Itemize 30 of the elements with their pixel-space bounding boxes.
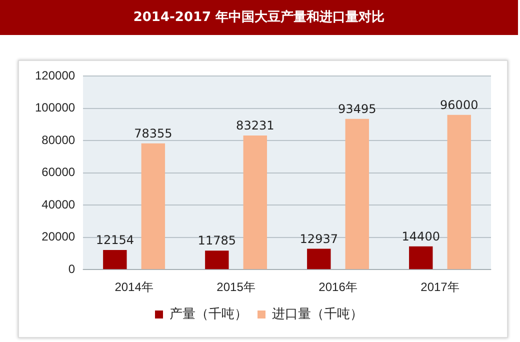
x-tick-label: 2016年 [318, 280, 358, 294]
y-tick-label: 60000 [42, 165, 76, 180]
y-tick-label: 20000 [42, 230, 76, 244]
data-label: 12154 [96, 233, 134, 248]
y-tick-label: 0 [68, 262, 76, 276]
legend-label: 进口量（千吨） [272, 306, 363, 322]
data-label: 78355 [134, 126, 172, 140]
bar [447, 114, 471, 270]
data-label: 12937 [300, 232, 338, 246]
data-label: 93495 [338, 102, 376, 116]
bar [205, 250, 229, 270]
bar [141, 143, 166, 270]
y-tick-label: 40000 [42, 197, 76, 212]
data-label: 14400 [402, 230, 440, 244]
y-tick-label: 80000 [42, 132, 76, 147]
data-label: 96000 [440, 98, 478, 112]
bar [307, 248, 331, 270]
chart-title: 2014-2017 年中国大豆产量和进口量对比 [0, 0, 518, 35]
bar [409, 246, 433, 270]
data-label: 83231 [236, 118, 274, 133]
bar [345, 118, 369, 270]
bar [243, 135, 268, 270]
legend-label: 产量（千吨） [170, 306, 248, 322]
y-tick-label: 120000 [34, 68, 76, 83]
x-tick-label: 2014年 [114, 280, 154, 294]
x-tick-label: 2015年 [216, 280, 256, 294]
y-tick-label: 100000 [34, 100, 76, 115]
data-label: 11785 [198, 234, 236, 248]
x-tick-label: 2017年 [420, 280, 460, 294]
bar [103, 250, 127, 270]
